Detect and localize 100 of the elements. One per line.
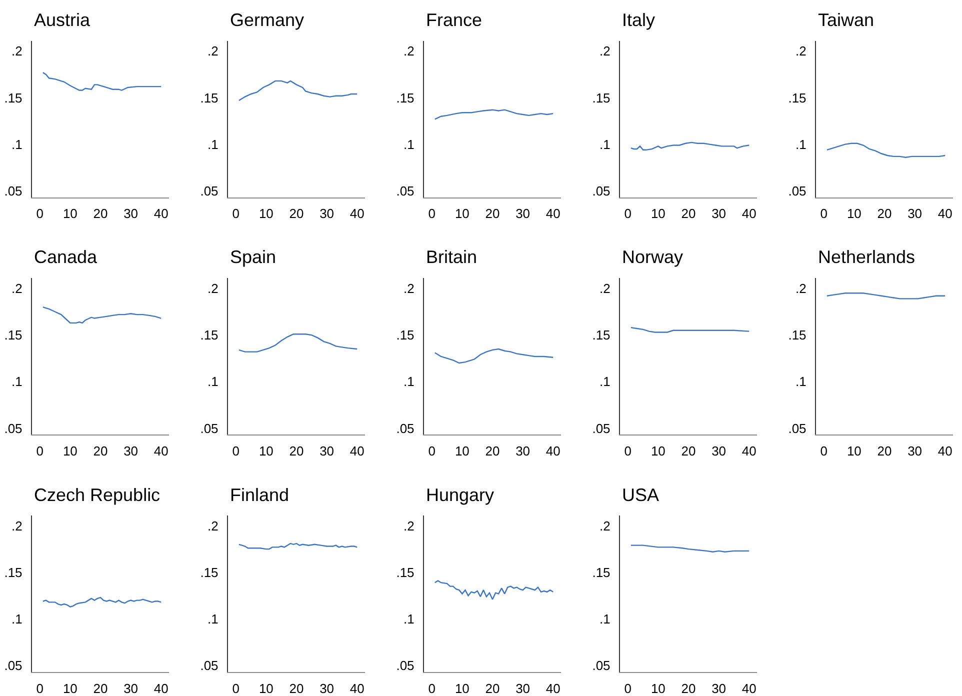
x-tick-label: 30 [712,680,726,696]
y-tick-label: .1 [11,136,22,152]
x-tick-label: 30 [516,680,530,696]
x-tick-label: 30 [320,206,334,222]
y-tick-label: .15 [592,328,610,343]
y-tick-label: .1 [11,374,22,390]
y-tick-label: .1 [403,611,414,626]
y-tick-label: .2 [11,281,22,296]
x-tick-label: 10 [258,680,274,696]
chart-title: Britain [426,247,478,267]
chart-title: Norway [622,247,684,267]
line-series [434,580,554,600]
y-tick-label: .1 [599,611,610,626]
y-tick-label: .05 [4,420,22,436]
y-tick-label: .2 [207,44,218,59]
x-tick-label: 40 [546,206,560,222]
y-tick-label: .05 [396,183,414,198]
y-tick-label: .1 [207,374,218,390]
y-tick-label: .2 [795,44,806,59]
x-tick-label: 30 [320,443,334,458]
x-tick-label: 10 [62,680,78,696]
x-tick-label: 0 [624,443,632,458]
x-tick-label: 10 [258,443,274,458]
y-tick-label: .2 [599,281,610,296]
x-tick-label: 10 [454,680,470,696]
x-tick-label: 20 [681,443,696,458]
chart-title: Austria [34,10,92,30]
y-tick-label: .05 [592,420,610,436]
x-tick-label: 0 [232,443,240,458]
chart-title: Taiwan [818,10,874,30]
y-tick-label: .2 [207,518,218,534]
line-series [238,334,358,352]
chart-title: Netherlands [818,247,916,267]
y-tick-label: .15 [788,90,806,106]
chart-title: France [426,10,482,30]
x-tick-label: 30 [516,443,530,458]
y-tick-label: .15 [200,564,218,580]
x-tick-label: 40 [546,680,560,696]
x-tick-label: 40 [350,443,364,458]
y-tick-label: .1 [403,374,414,390]
chart-title: Germany [230,10,304,30]
x-tick-label: 0 [820,206,828,222]
chart-title: Italy [622,10,656,30]
x-tick-label: 10 [846,206,862,222]
y-tick-label: .15 [396,564,414,580]
y-tick-label: .2 [795,281,806,296]
y-tick-label: .05 [592,658,610,674]
x-tick-label: 20 [289,443,304,458]
y-tick-label: .2 [403,281,414,296]
x-tick-label: 20 [877,206,892,222]
chart-title: Finland [230,485,290,505]
x-tick-label: 40 [154,206,168,222]
x-tick-label: 40 [938,443,952,458]
y-tick-label: .05 [788,183,806,198]
chart-title: Spain [230,247,276,267]
x-tick-label: 20 [93,680,108,696]
x-tick-label: 40 [154,443,168,458]
x-tick-label: 0 [624,680,632,696]
y-tick-label: .2 [403,518,414,534]
line-series [826,142,946,158]
x-tick-label: 20 [289,680,304,696]
x-tick-label: 20 [485,206,500,222]
line-series [42,596,162,608]
line-series [434,348,554,364]
line-series [42,72,162,91]
x-tick-label: 10 [454,206,470,222]
y-tick-label: .1 [11,611,22,626]
y-tick-label: .1 [795,136,806,152]
x-tick-label: 30 [908,206,922,222]
x-tick-label: 40 [350,206,364,222]
x-tick-label: 40 [546,443,560,458]
y-tick-label: .1 [403,136,414,152]
chart-title: Canada [34,247,98,267]
line-series [434,109,554,120]
x-tick-label: 0 [428,443,436,458]
y-tick-label: .05 [592,183,610,198]
y-tick-label: .15 [4,564,22,580]
x-tick-label: 0 [820,443,828,458]
x-tick-label: 30 [712,443,726,458]
y-tick-label: .15 [4,90,22,106]
y-tick-label: .1 [599,374,610,390]
x-tick-label: 10 [62,206,78,222]
y-tick-label: .15 [592,90,610,106]
chart-title: Czech Republic [34,485,160,505]
line-series [630,142,750,151]
x-tick-label: 0 [36,206,44,222]
y-tick-label: .2 [11,518,22,534]
x-tick-label: 0 [428,680,436,696]
y-tick-label: .15 [396,328,414,343]
x-tick-label: 10 [258,206,274,222]
x-tick-label: 0 [428,206,436,222]
x-tick-label: 30 [124,680,138,696]
y-tick-label: .2 [599,44,610,59]
x-tick-label: 20 [681,680,696,696]
x-tick-label: 10 [650,443,666,458]
y-tick-label: .05 [396,420,414,436]
x-tick-label: 20 [877,443,892,458]
x-tick-label: 30 [516,206,530,222]
chart-title: Hungary [426,485,494,505]
x-tick-label: 40 [938,206,952,222]
